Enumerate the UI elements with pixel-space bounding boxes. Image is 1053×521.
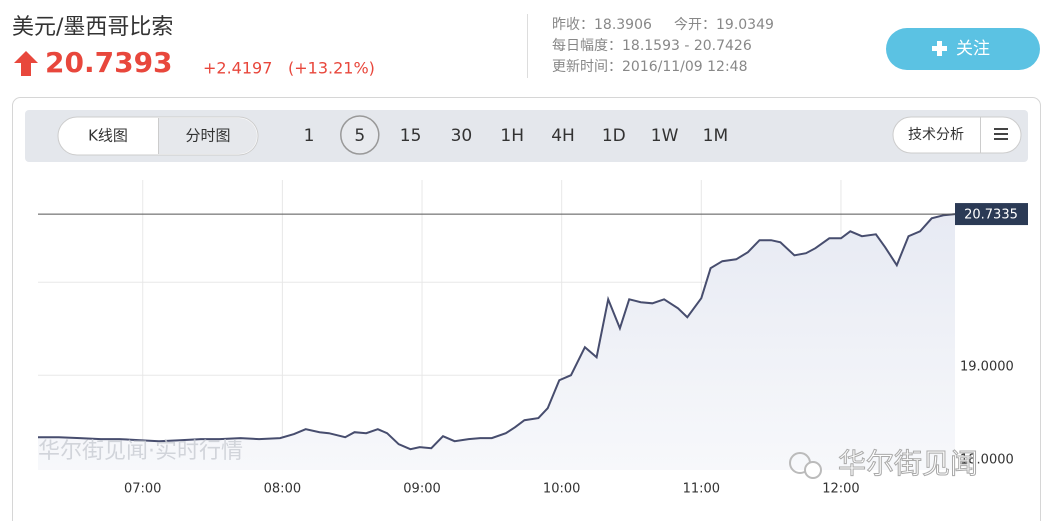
mode-button[interactable]: K线图 (88, 127, 128, 145)
mode-active-bg (158, 118, 257, 154)
period-button[interactable]: 4H (551, 126, 575, 146)
period-button[interactable]: 5 (354, 126, 365, 146)
plus-icon (932, 41, 947, 56)
area-fill (38, 214, 955, 470)
open: 今开：19.0349 (674, 17, 774, 33)
y-tick-label: 19.0000 (960, 360, 1014, 375)
period-button[interactable]: 1H (500, 126, 524, 146)
updated: 更新时间：2016/11/09 12:48 (552, 59, 748, 75)
x-tick-label: 09:00 (403, 482, 440, 497)
x-tick-label: 08:00 (264, 482, 301, 497)
x-tick-label: 12:00 (822, 482, 859, 497)
price: 20.7393 (45, 46, 173, 79)
list-icon[interactable] (994, 128, 1008, 140)
follow-bg (886, 28, 1040, 70)
y-tick-label: 18.0000 (960, 453, 1014, 468)
period-button[interactable]: 1W (651, 126, 679, 146)
analysis-pill (892, 116, 1022, 154)
watermark: 华尔街见闻·实时行情 (38, 439, 243, 464)
period-button[interactable]: 30 (451, 126, 473, 146)
period-button[interactable]: 1M (703, 126, 728, 146)
mode-button[interactable]: 分时图 (185, 127, 230, 145)
analysis-button[interactable]: 技术分析 (908, 127, 964, 143)
follow-button[interactable]: 关注 (886, 28, 1040, 70)
pair-title: 美元/墨西哥比索 (12, 15, 173, 40)
last-price-label: 20.7335 (964, 208, 1018, 223)
wechat-icon (804, 461, 822, 479)
range: 每日幅度：18.1593 - 20.7426 (552, 38, 752, 54)
x-tick-label: 07:00 (124, 482, 161, 497)
follow-label: 关注 (956, 39, 990, 59)
x-tick-label: 11:00 (683, 482, 720, 497)
change-pct: (+13.21%) (288, 59, 375, 78)
last-price-box (955, 203, 1028, 226)
analysis-group: 技术分析 (892, 116, 1022, 154)
change: +2.4197 (203, 59, 272, 78)
period-button[interactable]: 1 (304, 126, 315, 146)
period-button[interactable]: 15 (400, 126, 422, 146)
watermark: 华尔街见闻 (838, 447, 978, 480)
prev-close: 昨收：18.3906 (552, 17, 652, 33)
up-arrow (14, 51, 38, 76)
period-active (340, 115, 380, 155)
x-tick-label: 10:00 (543, 482, 580, 497)
price-line (38, 213, 956, 451)
period-button[interactable]: 1D (602, 126, 626, 146)
toolbar (25, 110, 1028, 162)
